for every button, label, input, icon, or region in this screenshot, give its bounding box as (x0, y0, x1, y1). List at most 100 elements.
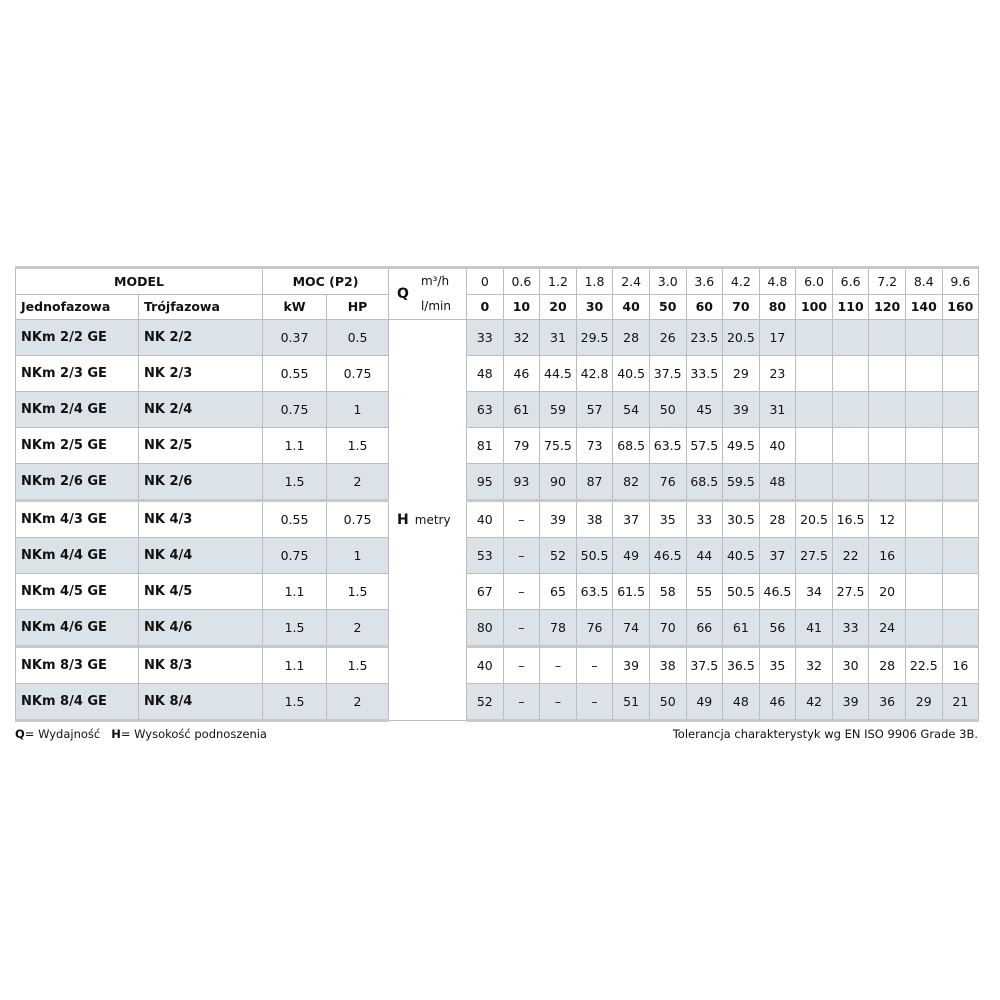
power-hp: 2 (326, 683, 390, 722)
head-value (904, 609, 943, 647)
head-value (795, 319, 833, 356)
flow-m3h-5: 3.0 (648, 266, 687, 295)
head-value (795, 355, 833, 392)
flow-m3h-3: 1.8 (575, 266, 614, 295)
head-value: 35 (648, 499, 687, 538)
head-value (868, 427, 906, 464)
hp-header: HP (326, 293, 390, 320)
head-value: 20 (868, 573, 906, 610)
single-phase-model: NKm 2/5 GE (15, 427, 139, 464)
head-value: 68.5 (612, 427, 650, 464)
header-row-1: MODEL MOC (P2) Q m³/h l/min 0 0.6 1.2 1.8 2.… (14, 266, 980, 320)
power-hp: 1.5 (326, 573, 390, 610)
flow-lmin-2: 20 (539, 293, 577, 320)
power-kw: 1.1 (262, 645, 328, 684)
three-phase-model: NK 4/3 (137, 499, 264, 538)
power-hp: 1 (326, 391, 390, 428)
power-hp: 1 (326, 537, 390, 574)
head-value: 37.5 (685, 645, 724, 684)
head-value: 48 (722, 683, 760, 722)
head-value: 32 (502, 319, 541, 356)
head-value: 29.5 (575, 319, 614, 356)
power-hp: 0.75 (326, 355, 390, 392)
flow-lmin-3: 30 (575, 293, 614, 320)
power-hp: 1.5 (326, 427, 390, 464)
head-value: 30 (831, 645, 870, 684)
head-value (795, 427, 833, 464)
head-value: 35 (758, 645, 797, 684)
flow-header: Q m³/h l/min (388, 266, 468, 320)
flow-lmin-6: 60 (685, 293, 724, 320)
three-phase-model: NK 2/2 (137, 319, 264, 356)
head-value: 40.5 (722, 537, 760, 574)
power-kw: 0.75 (262, 391, 328, 428)
head-value: – (539, 645, 577, 684)
head-value: – (502, 573, 541, 610)
head-value: 46 (758, 683, 797, 722)
single-phase-model: NKm 4/4 GE (15, 537, 139, 574)
head-value: 74 (612, 609, 650, 647)
single-phase-model: NKm 2/3 GE (15, 355, 139, 392)
head-value: 26 (648, 319, 687, 356)
head-value: 24 (868, 609, 906, 647)
head-value (868, 355, 906, 392)
flow-m3h-10: 6.6 (831, 266, 870, 295)
flow-m3h-8: 4.8 (758, 266, 797, 295)
head-value: 12 (868, 499, 906, 538)
power-kw: 0.55 (262, 499, 328, 538)
flow-lmin-10: 110 (831, 293, 870, 320)
flow-lmin-8: 80 (758, 293, 797, 320)
power-kw: 0.37 (262, 319, 328, 356)
head-value: – (502, 499, 541, 538)
head-value: 16 (868, 537, 906, 574)
head-value: 49.5 (722, 427, 760, 464)
head-value: 33 (466, 319, 504, 356)
head-value: 29 (722, 355, 760, 392)
pump-performance-table: MODEL MOC (P2) Q m³/h l/min 0 0.6 1.2 1.8 2.… (14, 266, 980, 722)
three-phase-header: Trójfazowa (137, 293, 264, 320)
head-value: 52 (539, 537, 577, 574)
single-phase-model: NKm 2/4 GE (15, 391, 139, 428)
head-value: 50 (648, 683, 687, 722)
three-phase-model: NK 2/6 (137, 463, 264, 501)
head-value: 63.5 (648, 427, 687, 464)
table-row: NKm 4/4 GE NK 4/4 0.75 1 53–52 50.5 49 46.5 44 40… (15, 537, 980, 574)
head-value: 33 (831, 609, 870, 647)
table-row: NKm 4/5 GE NK 4/5 1.1 1.5 67–65 63.5 61.5 58 55 5… (15, 573, 980, 610)
head-value: 57 (575, 391, 614, 428)
power-kw: 0.75 (262, 537, 328, 574)
head-value: 75.5 (539, 427, 577, 464)
head-value (941, 609, 980, 647)
head-value (904, 427, 943, 464)
three-phase-model: NK 8/3 (137, 645, 264, 684)
head-value: 36.5 (722, 645, 760, 684)
table-row: NKm 2/5 GE NK 2/5 1.1 1.5 81 79 75.5 73 68.5 63.5… (15, 427, 980, 464)
head-value: 54 (612, 391, 650, 428)
head-value: 37 (758, 537, 797, 574)
head-value: – (575, 683, 614, 722)
head-value (941, 499, 980, 538)
flow-m3h-12: 8.4 (904, 266, 943, 295)
power-kw: 1.1 (262, 573, 328, 610)
head-value: 81 (466, 427, 504, 464)
head-value: 50 (648, 391, 687, 428)
head-value: 38 (648, 645, 687, 684)
power-hp: 2 (326, 463, 390, 501)
power-hp: 0.5 (326, 319, 390, 356)
flow-lmin-13: 160 (941, 293, 980, 320)
power-header: MOC (P2) (262, 266, 390, 295)
head-value: 58 (648, 573, 687, 610)
flow-lmin-12: 140 (904, 293, 943, 320)
table-row: NKm 2/6 GE NK 2/6 1.5 2 95 93 90 87 82 76 68.5 59.5… (15, 463, 980, 501)
single-phase-header: Jednofazowa (15, 293, 139, 320)
h-unit: metry (414, 513, 451, 527)
head-value: 53 (466, 537, 504, 574)
head-value: 79 (502, 427, 541, 464)
table-row: NKm 2/3 GE NK 2/3 0.55 0.75 48 46 44.5 42.8 40.5… (15, 355, 980, 392)
head-value: 21 (941, 683, 980, 722)
single-phase-model: NKm 2/2 GE (15, 319, 139, 356)
head-value: 40.5 (612, 355, 650, 392)
single-phase-model: NKm 2/6 GE (15, 463, 139, 501)
flow-m3h-1: 0.6 (502, 266, 541, 295)
head-value: 31 (758, 391, 797, 428)
